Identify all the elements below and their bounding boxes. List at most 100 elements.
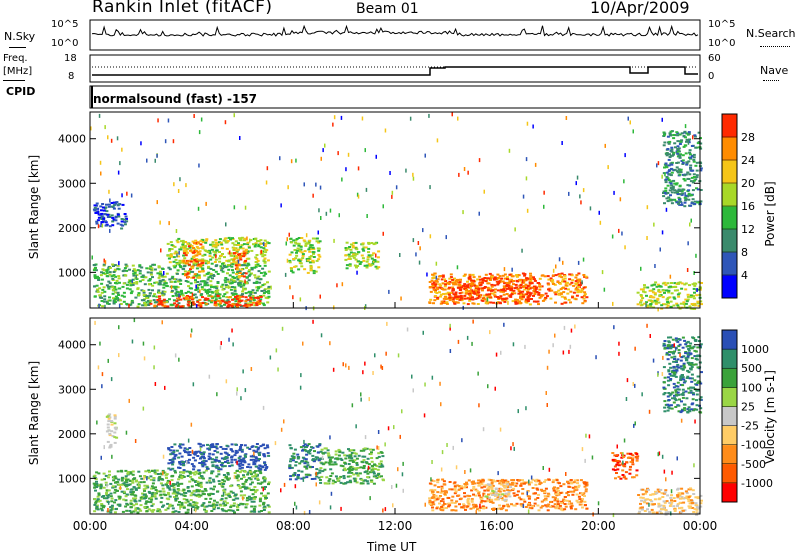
scatter-cell [492, 278, 496, 281]
scatter-cell [170, 289, 174, 292]
scatter-cell [433, 489, 437, 492]
scatter-cell [161, 278, 165, 281]
scatter-cell [447, 293, 451, 296]
scatter-cell [212, 508, 216, 511]
scatter-cell [454, 291, 458, 294]
scatter-cell [699, 142, 703, 145]
scatter-cell [266, 492, 270, 495]
scatter-cell [677, 282, 680, 285]
scatter-cell [211, 503, 215, 506]
scatter-cell [665, 176, 669, 178]
scatter-cell [639, 301, 643, 304]
scatter-cell [211, 277, 214, 280]
scatter-cell [209, 301, 213, 304]
scatter-cell [262, 304, 266, 307]
scatter-cell [677, 147, 681, 150]
scatter-cell [130, 503, 134, 506]
scatter-cell [326, 452, 330, 455]
scatter-cell [359, 482, 363, 485]
scatter-cell [577, 289, 581, 292]
scatter-cell [226, 272, 229, 275]
scatter-cell [185, 296, 188, 299]
scatter-cell [244, 292, 248, 295]
scatter-cell [288, 467, 292, 470]
scatter-cell [113, 422, 117, 425]
scatter-cell [199, 457, 202, 460]
scatter-cell [216, 451, 220, 454]
scatter-cell [125, 302, 129, 305]
scatter-cell [255, 257, 259, 260]
scatter-cell [471, 302, 475, 305]
scatter-cell [669, 167, 673, 170]
scatter-cell [544, 499, 548, 502]
scatter-cell [250, 481, 254, 484]
scatter-cell [267, 292, 271, 295]
scatter-cell [523, 288, 527, 291]
scatter-cell [468, 292, 471, 295]
scatter-cell [436, 138, 439, 143]
scatter-cell [107, 489, 111, 492]
scatter-cell [129, 511, 133, 514]
scatter-cell [577, 286, 580, 289]
scatter-cell [206, 261, 210, 264]
scatter-cell [118, 303, 121, 308]
scatter-cell [319, 450, 323, 453]
scatter-cell [472, 488, 475, 491]
scatter-cell [556, 500, 560, 503]
scatter-cell [138, 269, 142, 272]
scatter-cell [662, 303, 665, 306]
scatter-cell [224, 504, 228, 507]
scatter-cell [503, 289, 507, 292]
scatter-cell [580, 288, 584, 291]
scatter-cell [120, 479, 124, 482]
scatter-cell [263, 477, 267, 480]
scatter-cell [257, 469, 261, 472]
scatter-cell [301, 456, 305, 459]
scatter-cell [135, 503, 138, 506]
scatter-cell [524, 283, 528, 286]
scatter-cell [179, 305, 182, 308]
scatter-cell [370, 457, 374, 459]
scatter-cell [103, 258, 105, 263]
scatter-cell [238, 280, 242, 283]
scatter-cell [262, 247, 266, 250]
scatter-cell [604, 143, 606, 148]
scatter-cell [659, 504, 663, 507]
scatter-cell [365, 260, 369, 263]
scatter-cell [206, 467, 209, 470]
scatter-cell [318, 444, 322, 447]
scatter-cell [130, 290, 134, 293]
scatter-cell [450, 499, 454, 502]
scatter-cell [438, 283, 442, 286]
scatter-cell [167, 266, 171, 269]
scatter-cell [257, 243, 261, 246]
scatter-cell [243, 454, 247, 457]
scatter-cell [315, 240, 319, 243]
scatter-cell [477, 288, 481, 291]
scatter-cell [441, 288, 444, 290]
scatter-cell [560, 500, 564, 503]
scatter-cell [249, 466, 253, 469]
scatter-cell [365, 264, 369, 267]
scatter-cell [458, 292, 462, 295]
scatter-cell [661, 230, 664, 235]
scatter-cell [182, 469, 186, 472]
scatter-cell [700, 499, 703, 502]
scatter-cell [251, 301, 255, 304]
scatter-cell [699, 189, 703, 191]
scatter-cell [116, 222, 120, 225]
scatter-cell [216, 490, 220, 493]
scatter-cell [157, 479, 161, 482]
scatter-cell [137, 303, 141, 306]
scatter-cell [454, 490, 458, 493]
scatter-cell [234, 443, 238, 446]
scatter-cell [669, 300, 673, 303]
scatter-cell [103, 290, 107, 293]
scatter-cell [147, 490, 151, 493]
scatter-cell [202, 444, 205, 447]
scatter-cell [185, 251, 189, 254]
scatter-cell [668, 133, 672, 136]
scatter-cell [179, 283, 183, 285]
scatter-cell [572, 284, 576, 287]
scatter-cell [223, 293, 227, 296]
